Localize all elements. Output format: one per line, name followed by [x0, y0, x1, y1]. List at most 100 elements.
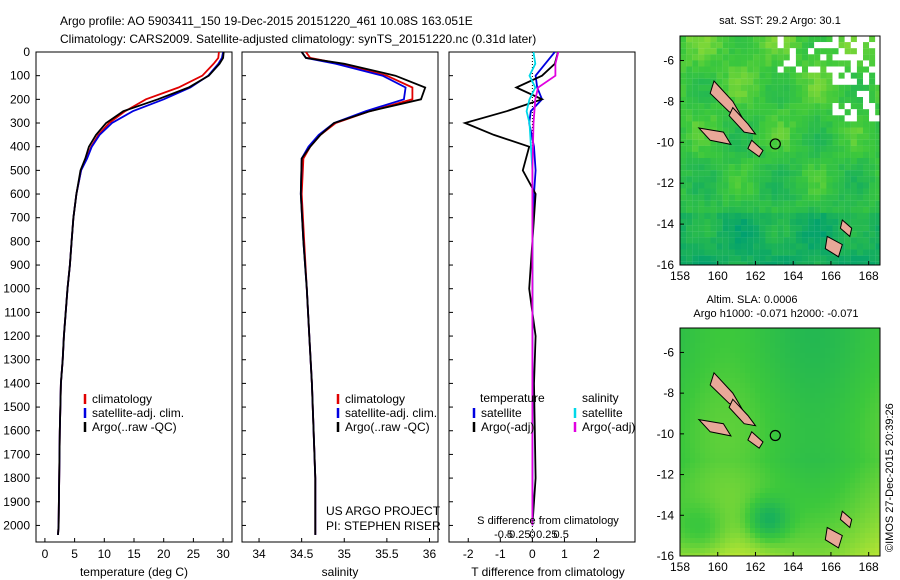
sla-map-cell	[795, 408, 801, 414]
sla-map-cell	[690, 378, 696, 384]
sst-map-cell	[783, 78, 790, 85]
sla-map-cell	[820, 463, 826, 469]
sst-map-cell	[826, 255, 833, 262]
sla-map-cell	[685, 418, 691, 424]
sla-map-cell	[870, 518, 876, 524]
sla-map-cell	[850, 528, 856, 534]
sla-map-cell	[795, 338, 801, 344]
sla-map-cell	[725, 468, 731, 474]
sst-map-cell	[820, 84, 827, 91]
sla-map-cell	[735, 353, 741, 359]
sla-map-cell	[790, 388, 796, 394]
sla-map-cell	[705, 403, 711, 409]
sst-map-cell	[728, 127, 735, 134]
sla-map-cell	[725, 338, 731, 344]
sst-map-cell	[838, 151, 845, 159]
sst-map-cell	[826, 158, 833, 165]
sla-map-cell	[865, 338, 871, 344]
sst-map-cell	[814, 133, 821, 140]
sst-map-cell	[704, 78, 711, 85]
sst-map-cell	[844, 237, 851, 244]
sst-map-cell	[802, 115, 809, 122]
sla-map-cell	[695, 418, 701, 424]
sla-map-cell	[685, 378, 691, 384]
sla-map-cell	[735, 503, 741, 509]
sla-map-cell	[685, 518, 691, 524]
sla-map-cell	[755, 378, 761, 384]
sst-map-cell	[765, 176, 772, 183]
sla-map-cell	[800, 338, 806, 344]
sla-map-cell	[715, 338, 721, 344]
sla-map-cell	[740, 483, 746, 489]
sla-map-cell	[735, 548, 741, 554]
salinity-x-label: salinity	[322, 565, 359, 579]
sla-map-cell	[785, 473, 791, 479]
sst-map-cell	[795, 133, 803, 140]
sst-map-cell	[698, 66, 705, 73]
sla-map-cell	[715, 448, 721, 454]
sst-map-cell	[789, 121, 796, 128]
sst-map-cell	[856, 139, 864, 146]
sst-map-cell	[728, 60, 735, 67]
sla-map-cell	[745, 383, 751, 389]
sla-map-cell	[715, 453, 721, 459]
sst-map-cell	[686, 225, 693, 232]
sst-map-cell	[875, 139, 880, 146]
sst-map-cell	[692, 194, 699, 201]
sla-map-cell	[705, 368, 711, 374]
sla-map-cell	[810, 358, 816, 364]
sla-map-cell	[680, 518, 686, 524]
sst-map-cell	[747, 164, 754, 171]
sla-map-cell	[850, 393, 856, 399]
sst-map-cell	[722, 182, 729, 189]
sla-map-cell	[805, 438, 811, 444]
sla-map-cell	[810, 483, 816, 489]
sst-map-cell	[838, 115, 845, 122]
float-position-marker	[769, 429, 781, 442]
sla-map-cell	[875, 463, 880, 469]
sst-map-cell	[716, 212, 723, 220]
sla-map-cell	[695, 543, 701, 549]
sst-map-cell	[856, 127, 864, 134]
sla-map-cell	[770, 408, 776, 414]
sst-map-cell	[789, 231, 796, 238]
sla-map-cell	[855, 333, 861, 339]
sla-map-cell	[825, 418, 831, 424]
sst-map-cell	[856, 176, 864, 183]
sst-map-cell	[765, 103, 772, 110]
sst-map-cell	[832, 151, 839, 159]
sla-map-cell	[690, 498, 696, 504]
sst-map-cell	[722, 249, 729, 256]
sla-map-cell	[735, 363, 741, 369]
sst-map-cell	[832, 78, 839, 85]
sla-map-cell	[775, 383, 781, 389]
sla-map-cell	[695, 413, 701, 419]
sla-map-cell	[745, 518, 751, 524]
sst-map-cell	[844, 261, 851, 265]
sst-map-cell	[704, 212, 711, 220]
sla-map-cell	[810, 503, 816, 509]
sla-map-cell	[755, 373, 761, 379]
sla-map-cell	[850, 498, 856, 504]
legend-argo-label: Argo(..raw -QC)	[92, 420, 177, 434]
sst-map-cell	[771, 115, 778, 122]
sst-map-cell	[771, 103, 778, 110]
sla-map-cell	[705, 378, 711, 384]
sla-map-cell	[765, 508, 771, 514]
sla-map-cell	[775, 358, 781, 364]
sst-map-cell	[832, 48, 839, 55]
sla-map-cell	[740, 503, 746, 509]
sla-map-cell	[840, 503, 846, 509]
sla-map-cell	[705, 408, 711, 414]
map-y-tick-label: -14	[657, 508, 675, 522]
sla-map-cell	[855, 538, 861, 544]
sla-map-cell	[760, 353, 766, 359]
sla-map-cell	[795, 378, 801, 384]
sla-map-cell	[850, 383, 856, 389]
sla-map-cell	[715, 433, 721, 439]
sst-map-cell	[789, 66, 796, 73]
sla-map-cell	[690, 473, 696, 479]
sst-map-cell	[692, 243, 699, 250]
sla-map-cell	[830, 408, 836, 414]
sst-map-cell	[869, 151, 876, 159]
